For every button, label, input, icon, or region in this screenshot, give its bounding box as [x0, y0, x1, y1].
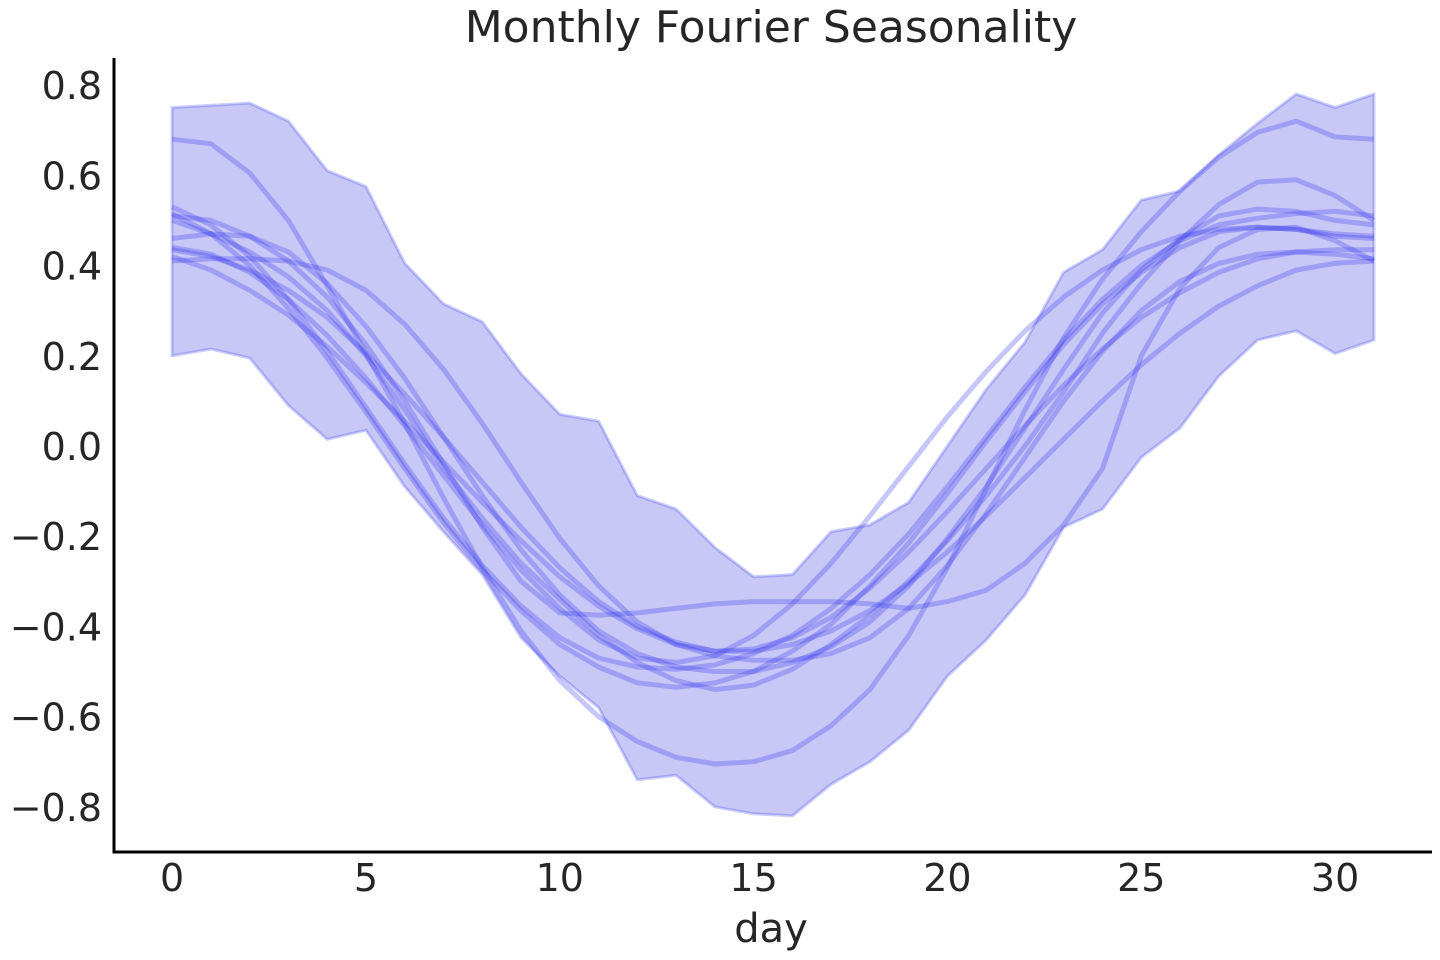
x-tick-label: 20: [923, 856, 971, 900]
x-tick-label: 30: [1311, 856, 1359, 900]
x-tick-label: 25: [1117, 856, 1165, 900]
y-tick-label: −0.4: [10, 605, 102, 649]
sample-line-9: [171, 206, 1375, 674]
x-tick-label: 10: [536, 856, 584, 900]
x-tick-label: 5: [354, 856, 378, 900]
uncertainty-band: [170, 91, 1376, 818]
y-tick-labels: 0.8 0.6 0.4 0.2 0.0 −0.2 −0.4 −0.6 −0.8: [10, 64, 102, 830]
y-tick-label: 0.0: [42, 425, 102, 469]
y-tick-label: 0.4: [42, 245, 102, 289]
sample-line-10: [171, 177, 1376, 693]
sample-line-5: [171, 247, 1374, 654]
x-tick-labels: 0 5 10 15 20 25 30: [160, 856, 1359, 900]
chart-title: Monthly Fourier Seasonality: [465, 2, 1078, 53]
sample-line-4: [171, 224, 1375, 665]
y-tick-label: −0.8: [10, 786, 102, 830]
y-tick-label: 0.2: [42, 335, 102, 379]
sample-line-3: [170, 211, 1375, 690]
sample-line-6: [171, 249, 1375, 663]
y-tick-label: 0.8: [42, 64, 102, 108]
x-tick-label: 0: [160, 856, 184, 900]
y-tick-label: 0.6: [42, 154, 102, 198]
sample-line-8: [171, 213, 1376, 618]
x-tick-label: 15: [729, 856, 777, 900]
plot-area: [170, 91, 1376, 818]
sample-line-2: [171, 204, 1375, 672]
sample-line-1: [171, 118, 1375, 767]
x-axis-label: day: [734, 906, 808, 952]
y-tick-label: −0.2: [10, 515, 102, 559]
sample-line-7: [171, 247, 1375, 654]
y-tick-label: −0.6: [10, 696, 102, 740]
